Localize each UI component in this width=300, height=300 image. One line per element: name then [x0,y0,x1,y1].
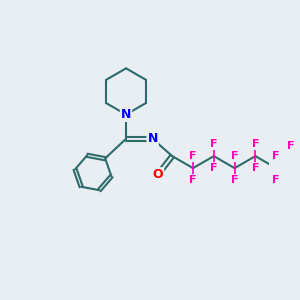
Text: F: F [210,139,218,149]
Text: F: F [252,139,259,149]
Text: F: F [189,151,197,161]
Text: O: O [153,168,163,181]
Text: N: N [121,108,131,121]
Text: N: N [147,132,158,145]
Text: F: F [231,175,238,185]
Text: F: F [189,175,197,185]
Text: F: F [272,175,280,185]
Text: F: F [299,161,300,172]
Text: F: F [231,151,238,161]
Text: F: F [272,151,280,161]
Text: F: F [252,163,259,173]
Text: F: F [287,141,295,151]
Text: F: F [210,163,218,173]
